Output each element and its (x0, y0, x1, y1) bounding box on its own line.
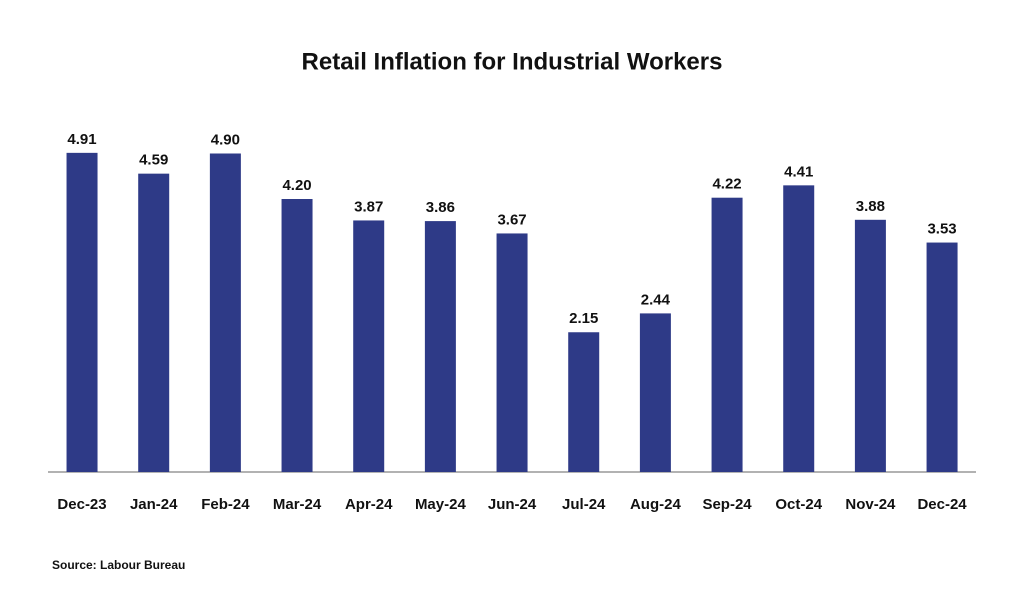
value-label: 4.20 (282, 177, 311, 194)
value-label: 3.67 (497, 211, 526, 228)
bar (353, 220, 385, 472)
value-label: 4.91 (67, 131, 96, 148)
bar (783, 185, 815, 472)
value-label: 3.87 (354, 198, 383, 215)
x-tick-label: Aug-24 (630, 496, 681, 513)
bar (66, 152, 98, 472)
value-label: 3.86 (426, 199, 455, 216)
bar (639, 313, 671, 472)
bar (568, 332, 600, 472)
x-tick-label: Jun-24 (488, 496, 537, 513)
x-tick-label: Nov-24 (845, 496, 896, 513)
value-label: 4.59 (139, 152, 168, 169)
x-tick-label: Dec-23 (57, 496, 106, 513)
bar (496, 233, 528, 472)
bar (424, 221, 456, 472)
bar (854, 219, 886, 472)
x-tick-label: Jul-24 (562, 496, 606, 513)
source-note: Source: Labour Bureau (52, 558, 185, 572)
bar (209, 153, 241, 472)
x-tick-label: May-24 (415, 496, 467, 513)
value-label: 4.41 (784, 163, 813, 180)
x-tick-label: Feb-24 (201, 496, 250, 513)
value-label: 3.53 (927, 221, 956, 238)
value-label: 4.90 (211, 131, 240, 148)
bar (138, 173, 170, 472)
chart-title: Retail Inflation for Industrial Workers (302, 48, 723, 75)
value-label: 4.22 (712, 176, 741, 193)
value-label: 2.44 (641, 291, 671, 308)
x-tick-label: Mar-24 (273, 496, 322, 513)
bar (711, 197, 743, 472)
value-label: 2.15 (569, 310, 598, 327)
x-tick-label: Oct-24 (775, 496, 822, 513)
value-label: 3.88 (856, 198, 885, 215)
x-tick-label: Sep-24 (702, 496, 752, 513)
bar (281, 199, 313, 472)
x-tick-label: Jan-24 (130, 496, 178, 513)
bar (926, 242, 958, 472)
x-tick-label: Dec-24 (917, 496, 967, 513)
x-tick-label: Apr-24 (345, 496, 393, 513)
